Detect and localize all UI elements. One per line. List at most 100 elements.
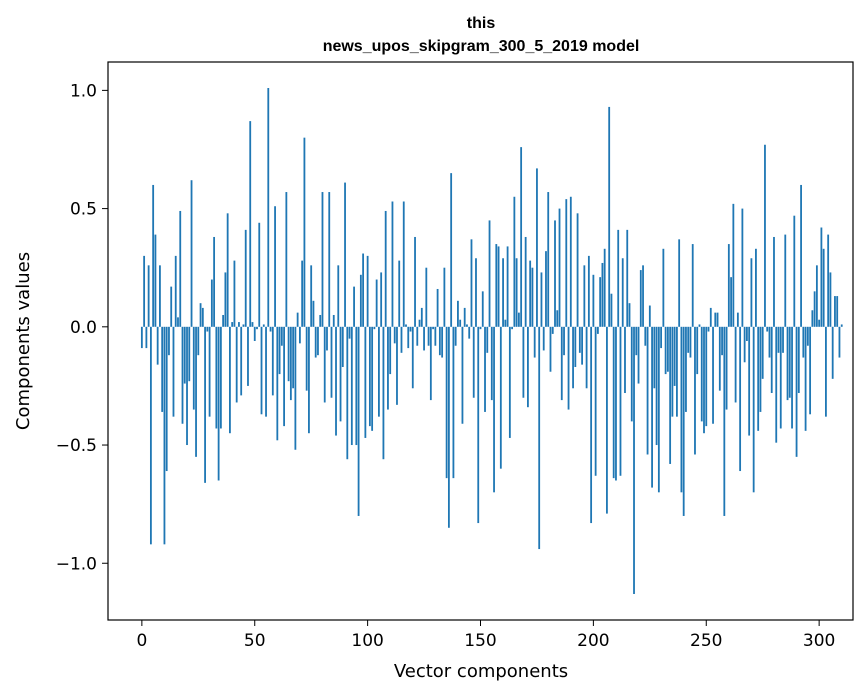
- bar: [554, 220, 556, 327]
- bar: [732, 203, 735, 327]
- bar: [429, 326, 432, 401]
- bar: [791, 326, 793, 429]
- bar: [265, 326, 267, 417]
- bar: [427, 326, 430, 346]
- bar: [551, 326, 554, 334]
- bar: [344, 182, 346, 327]
- bar: [303, 137, 306, 327]
- bar: [308, 326, 310, 434]
- bar: [662, 248, 665, 327]
- bar: [671, 326, 674, 417]
- bar: [743, 326, 746, 363]
- bar: [626, 229, 629, 327]
- bar: [269, 326, 272, 332]
- bar: [326, 326, 328, 351]
- bar: [560, 326, 563, 401]
- bar: [423, 326, 425, 351]
- bar: [400, 326, 403, 353]
- bar: [346, 326, 349, 460]
- bar: [648, 305, 651, 327]
- bar: [332, 314, 335, 327]
- bar: [540, 272, 543, 327]
- bar: [694, 326, 696, 455]
- bar: [685, 326, 687, 412]
- bar: [592, 274, 595, 327]
- bar: [800, 184, 802, 327]
- bar: [797, 326, 800, 394]
- bar: [689, 326, 692, 358]
- bar: [186, 326, 188, 446]
- bar: [700, 326, 703, 422]
- bar: [533, 326, 536, 358]
- bar: [174, 255, 177, 327]
- bar: [405, 324, 407, 327]
- bar: [357, 326, 360, 516]
- bar: [545, 251, 547, 327]
- bar: [438, 326, 441, 356]
- bar: [179, 210, 182, 327]
- bar: [391, 201, 394, 327]
- bar: [630, 326, 633, 422]
- bar: [387, 326, 389, 410]
- bar: [328, 192, 331, 327]
- bar: [416, 326, 419, 346]
- bar: [840, 324, 843, 327]
- bar: [773, 236, 775, 327]
- bar: [788, 326, 791, 398]
- bar: [624, 326, 626, 394]
- bar: [590, 326, 593, 524]
- bar: [384, 210, 387, 327]
- bar: [181, 326, 184, 424]
- bar: [240, 326, 243, 396]
- bar: [664, 326, 667, 375]
- bar: [764, 144, 766, 327]
- bar: [454, 326, 457, 346]
- bar: [271, 326, 274, 396]
- bar: [258, 222, 261, 327]
- bar: [294, 326, 297, 450]
- bar: [795, 326, 798, 457]
- bar: [610, 293, 613, 327]
- bar: [319, 314, 322, 327]
- bar: [804, 326, 807, 431]
- bar: [734, 326, 737, 403]
- bar: [475, 258, 477, 327]
- bar: [504, 319, 507, 327]
- bar: [368, 326, 371, 427]
- bar: [353, 286, 355, 327]
- bar: [341, 326, 344, 367]
- bar: [825, 326, 827, 417]
- bar: [838, 326, 841, 358]
- bar: [727, 244, 730, 327]
- bar: [285, 192, 288, 327]
- bar: [707, 326, 710, 332]
- bar: [195, 326, 197, 457]
- bar: [651, 326, 653, 488]
- bar: [617, 229, 620, 327]
- bar: [782, 326, 784, 353]
- bar: [612, 326, 615, 479]
- y-tick-label: 0.5: [70, 200, 97, 220]
- bar: [806, 326, 809, 346]
- bar: [556, 310, 559, 327]
- bar: [531, 267, 534, 327]
- bars-group: [140, 88, 843, 594]
- bar: [508, 326, 511, 438]
- bar: [635, 326, 638, 356]
- bar: [657, 326, 660, 493]
- bar: [524, 236, 527, 327]
- bar: [549, 326, 552, 372]
- bar: [359, 274, 362, 327]
- bar: [147, 265, 150, 327]
- bar: [253, 326, 256, 341]
- bar: [691, 244, 694, 327]
- bar: [170, 286, 173, 327]
- y-tick-label: −0.5: [56, 436, 97, 456]
- bar: [217, 326, 220, 481]
- bar: [705, 326, 708, 427]
- bar: [213, 236, 216, 327]
- bar: [414, 236, 416, 327]
- bar: [244, 229, 247, 327]
- bar: [748, 326, 751, 436]
